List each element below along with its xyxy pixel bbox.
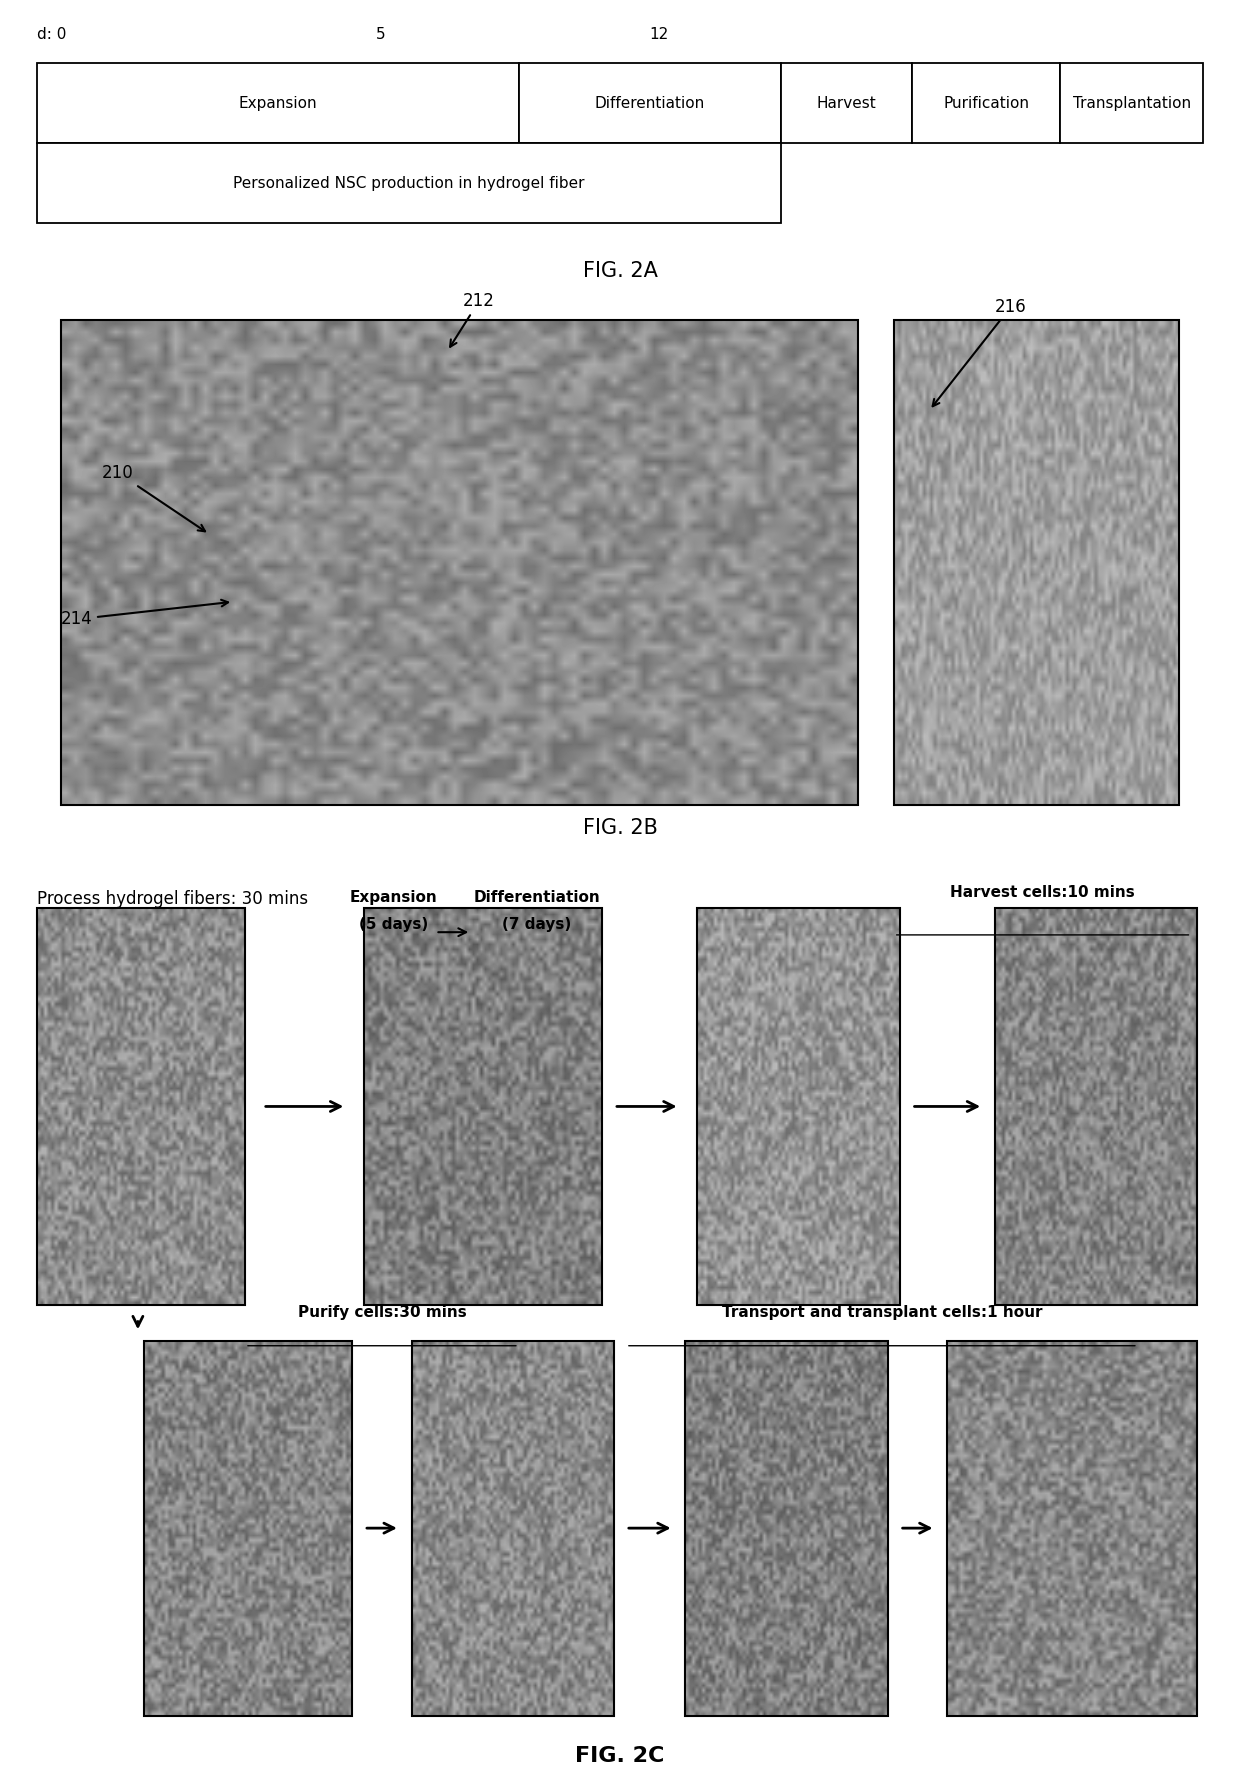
Bar xyxy=(1060,63,1203,143)
Text: Differentiation: Differentiation xyxy=(595,95,704,111)
Text: Differentiation: Differentiation xyxy=(474,890,600,905)
Bar xyxy=(911,63,1060,143)
Text: 5: 5 xyxy=(376,27,386,43)
Bar xyxy=(894,320,1179,805)
Text: FIG. 2B: FIG. 2B xyxy=(583,819,657,839)
Text: (5 days): (5 days) xyxy=(360,917,429,932)
Text: 12: 12 xyxy=(650,27,670,43)
Bar xyxy=(994,908,1198,1305)
Bar xyxy=(37,63,518,143)
Text: Transport and transplant cells:1 hour: Transport and transplant cells:1 hour xyxy=(722,1305,1042,1320)
Bar xyxy=(412,1341,614,1716)
Bar xyxy=(697,908,900,1305)
Text: Transplantation: Transplantation xyxy=(1073,95,1190,111)
Text: (7 days): (7 days) xyxy=(502,917,572,932)
Text: 212: 212 xyxy=(450,291,495,347)
Bar xyxy=(144,1341,352,1716)
Text: Process hydrogel fibers: 30 mins: Process hydrogel fibers: 30 mins xyxy=(37,890,308,908)
Text: Expansion: Expansion xyxy=(238,95,317,111)
Text: FIG. 2C: FIG. 2C xyxy=(575,1745,665,1765)
Text: d: 0: d: 0 xyxy=(37,27,66,43)
Bar xyxy=(518,63,781,143)
Text: Harvest cells:10 mins: Harvest cells:10 mins xyxy=(950,885,1135,899)
Bar xyxy=(947,1341,1198,1716)
Bar xyxy=(37,908,246,1305)
Text: Expansion: Expansion xyxy=(350,890,438,905)
Text: Personalized NSC production in hydrogel fiber: Personalized NSC production in hydrogel … xyxy=(233,175,584,191)
Text: Harvest: Harvest xyxy=(816,95,875,111)
Text: 216: 216 xyxy=(932,297,1027,406)
Bar xyxy=(37,143,781,224)
Text: 210: 210 xyxy=(102,463,205,531)
Bar xyxy=(365,908,603,1305)
Text: 214: 214 xyxy=(61,599,228,628)
Text: Purification: Purification xyxy=(944,95,1029,111)
Bar xyxy=(781,63,911,143)
Text: Purify cells:30 mins: Purify cells:30 mins xyxy=(298,1305,466,1320)
Bar xyxy=(61,320,858,805)
Bar xyxy=(686,1341,888,1716)
Text: FIG. 2A: FIG. 2A xyxy=(583,261,657,281)
